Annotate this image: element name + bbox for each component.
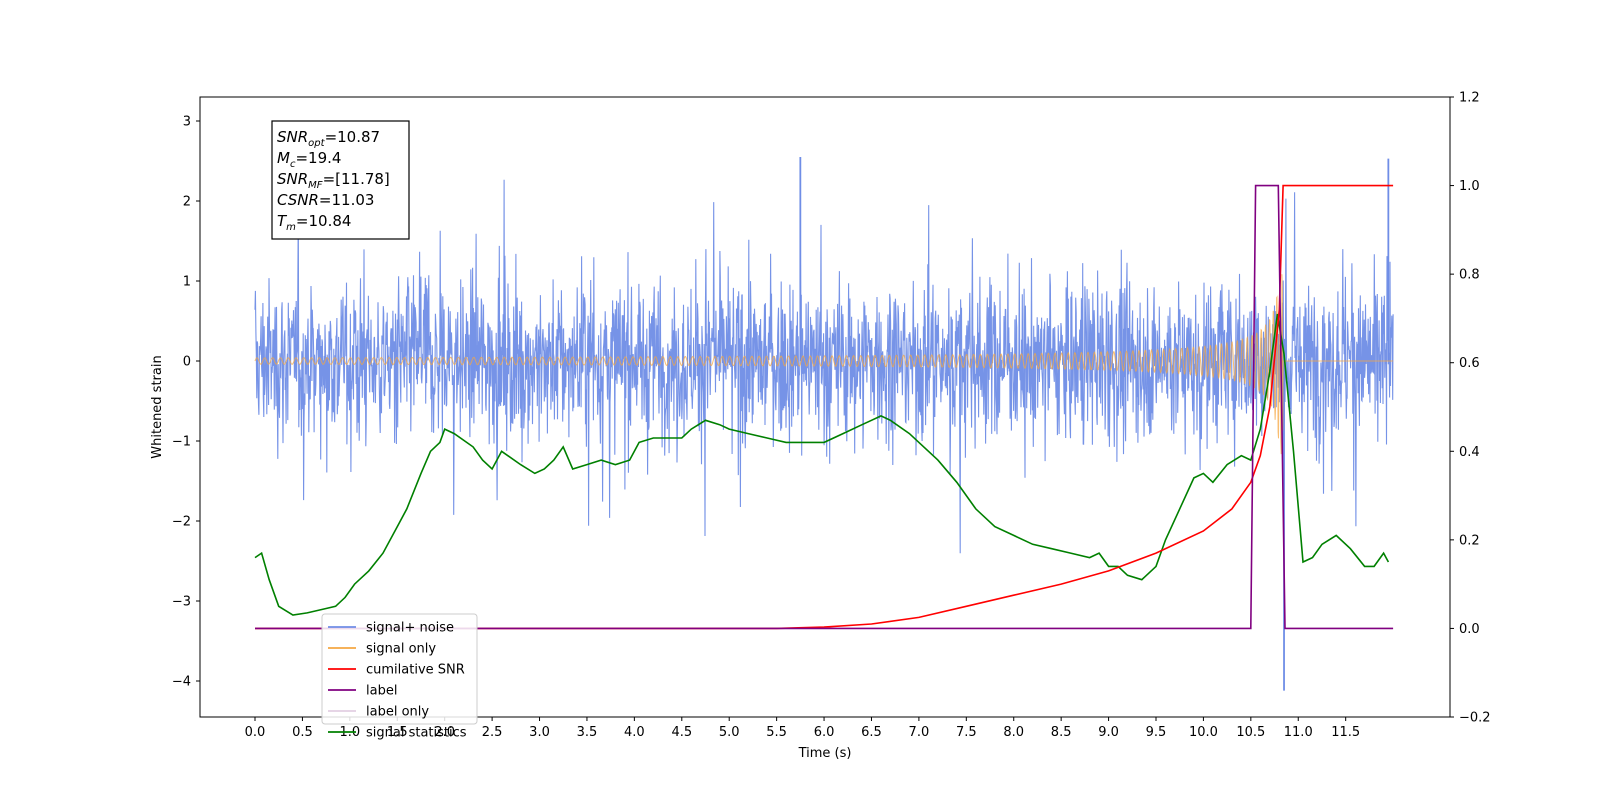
y-left-tick-label-3: 0: [183, 355, 191, 370]
x-tick-label-3: 1.5: [387, 725, 408, 740]
x-axis-label: Time (s): [798, 746, 852, 761]
x-tick-label-14: 7.0: [909, 725, 930, 740]
x-tick-label-18: 9.0: [1098, 725, 1119, 740]
y-left-tick-label-1: 2: [183, 195, 191, 210]
y-left-tick-label-0: 3: [183, 115, 191, 130]
series-cumulative-snr: [255, 184, 1394, 630]
x-tick-label-4: 2.0: [434, 725, 455, 740]
y-axis-label-left: Whitened strain: [150, 355, 165, 458]
legend-label-0: signal+ noise: [366, 621, 454, 636]
series-layer: [254, 157, 1394, 691]
series-signal-statistics: [254, 313, 1390, 616]
x-tick-label-16: 8.0: [1003, 725, 1024, 740]
x-tick-label-23: 11.5: [1331, 725, 1360, 740]
x-tick-label-1: 0.5: [292, 725, 313, 740]
series-signal-noise: [254, 179, 1394, 554]
y-right-tick-label-2: 0.8: [1459, 268, 1480, 283]
legend-label-5: signal statistics: [366, 726, 467, 741]
y-left-tick-label-4: −1: [172, 435, 191, 450]
x-tick-label-8: 4.0: [624, 725, 645, 740]
annotation-line-5: Tm=10.84: [277, 212, 351, 233]
x-tick-label-9: 4.5: [671, 725, 692, 740]
x-tick-label-10: 5.0: [719, 725, 740, 740]
y-right-tick-label-1: 1.0: [1459, 179, 1480, 194]
y-right-tick-label-7: −0.2: [1459, 711, 1491, 726]
legend-frame: [321, 613, 478, 725]
legend-label-2: cumilative SNR: [366, 663, 465, 678]
x-tick-label-6: 3.0: [529, 725, 550, 740]
x-tick-label-5: 2.5: [482, 725, 503, 740]
y-right-tick-label-4: 0.4: [1459, 445, 1480, 460]
x-tick-label-13: 6.5: [861, 725, 882, 740]
series-signal-only: [254, 266, 1394, 455]
x-tick-label-17: 8.5: [1051, 725, 1072, 740]
x-tick-label-12: 6.0: [814, 725, 835, 740]
annotation-frame: [271, 120, 410, 240]
series-label: [255, 184, 1394, 630]
y-left-tick-label-6: −3: [172, 595, 191, 610]
y-left-tick-label-7: −4: [172, 675, 191, 690]
x-tick-label-20: 10.0: [1189, 725, 1218, 740]
y-left-tick-label-5: −2: [172, 515, 191, 530]
annotation-line-4: CSNR=11.03: [277, 191, 374, 209]
x-tick-label-21: 10.5: [1236, 725, 1265, 740]
y-right-tick-label-3: 0.6: [1459, 356, 1480, 371]
x-tick-label-0: 0.0: [245, 725, 266, 740]
x-tick-label-7: 3.5: [577, 725, 598, 740]
plot-frame: [199, 96, 1451, 718]
legend-label-1: signal only: [366, 642, 436, 657]
ticks-layer: 0.0 0.5 1.0 1.5 2.0 2.5 3.0 3.5 4.0 4.5 5.0 5.5 6.0 6…: [172, 91, 1491, 741]
x-tick-label-22: 11.0: [1284, 725, 1313, 740]
legend-label-4: label only: [366, 705, 429, 720]
y-left-tick-label-2: 1: [183, 275, 191, 290]
x-tick-label-19: 9.5: [1146, 725, 1167, 740]
annotation-box: SNRopt=10.87 Mc=19.4 SNRMF=[11.78] CSNR=…: [271, 120, 410, 240]
annotation-line-1: SNRopt=10.87: [277, 128, 380, 149]
x-tick-label-11: 5.5: [766, 725, 787, 740]
y-right-tick-label-5: 0.2: [1459, 533, 1480, 548]
y-right-tick-label-0: 1.2: [1459, 91, 1480, 106]
x-tick-label-15: 7.5: [956, 725, 977, 740]
annotation-line-2: Mc=19.4: [277, 149, 341, 170]
annotation-line-3: SNRMF=[11.78]: [277, 170, 390, 191]
legend: signal+ noise signal only cumilative SNR la…: [321, 613, 478, 741]
legend-label-3: label: [366, 684, 397, 699]
y-right-tick-label-6: 0.0: [1459, 622, 1480, 637]
